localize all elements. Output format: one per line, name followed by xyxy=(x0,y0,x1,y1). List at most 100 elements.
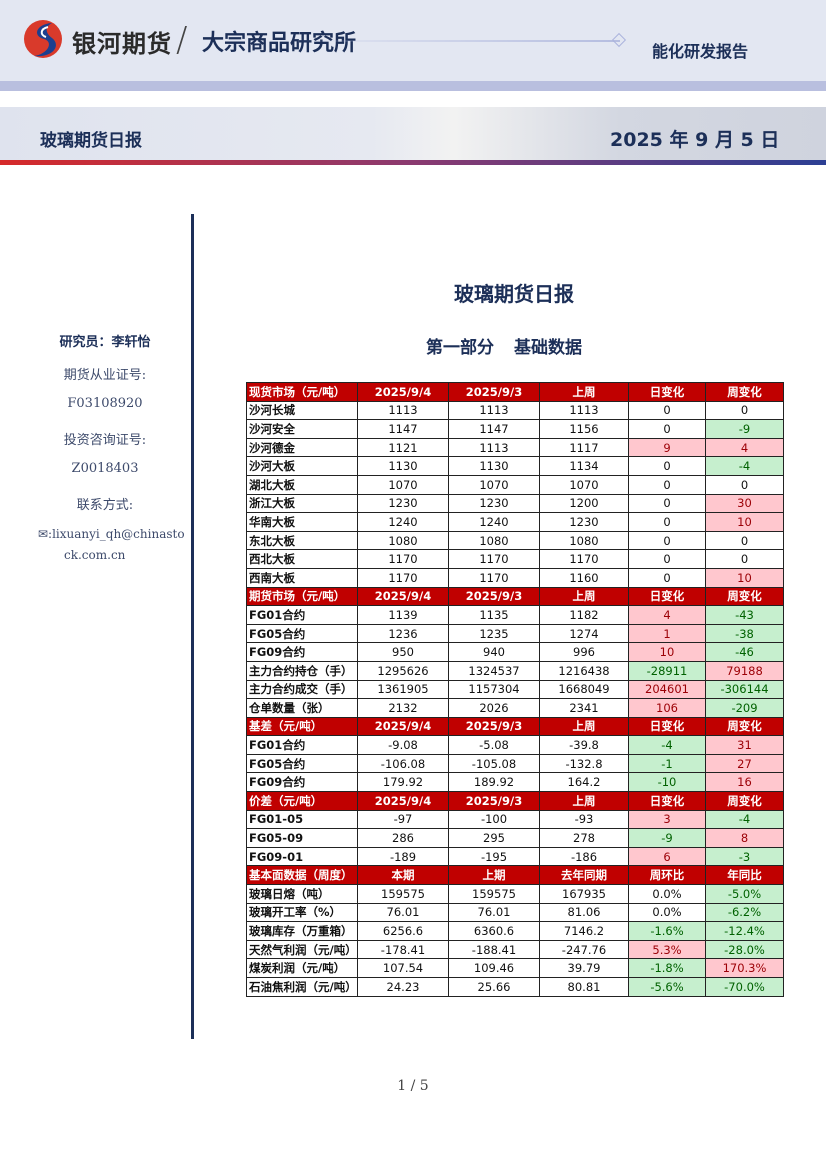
table-row: 沙河德金 1121 1113 1117 9 4 xyxy=(246,437,784,458)
value-cell: 0 xyxy=(628,530,706,551)
table-row: FG09合约 179.92 189.92 164.2 -10 16 xyxy=(246,772,784,793)
value-cell: 1240 xyxy=(448,512,540,532)
contact-label: 联系方式: xyxy=(76,498,134,513)
value-cell: 76.01 xyxy=(448,902,540,923)
header-cell: 2025/9/4 xyxy=(357,791,449,811)
value-cell: 940 xyxy=(448,642,540,662)
galaxy-futures-logo-icon xyxy=(24,20,62,58)
value-cell: -9 xyxy=(628,828,706,848)
value-cell: 0 xyxy=(705,549,784,569)
value-cell: 30 xyxy=(705,493,784,514)
value-cell: -70.0% xyxy=(705,977,784,997)
value-cell: 0 xyxy=(705,400,784,421)
value-cell: 1295626 xyxy=(357,660,449,681)
section-header-row: 基差（元/吨） 2025/9/4 2025/9/3 上周 日变化 周变化 xyxy=(246,716,784,737)
header-cell: 上周 xyxy=(539,791,629,811)
value-cell: 0.0% xyxy=(628,902,706,923)
row-label: 玻璃开工率（%） xyxy=(246,902,358,923)
row-label: FG05合约 xyxy=(246,623,358,644)
value-cell: 4 xyxy=(705,437,784,458)
value-cell: -105.08 xyxy=(448,753,540,774)
header-cell: 周变化 xyxy=(705,382,784,402)
value-cell: -178.41 xyxy=(357,939,449,960)
section-part-title: 基础数据 xyxy=(514,338,582,358)
row-label: FG09合约 xyxy=(246,772,358,793)
value-cell: 0 xyxy=(628,419,706,439)
value-cell: 1200 xyxy=(539,493,629,514)
value-cell: 1668049 xyxy=(539,679,629,700)
value-cell: 76.01 xyxy=(357,902,449,923)
value-cell: 16 xyxy=(705,772,784,793)
value-cell: 1113 xyxy=(448,400,540,421)
value-cell: 164.2 xyxy=(539,772,629,793)
invest-cert: Z0018403 xyxy=(71,461,139,476)
section-header-row: 期货市场（元/吨） 2025/9/4 2025/9/3 上周 日变化 周变化 xyxy=(246,586,784,607)
researcher: 研究员：李轩怡 xyxy=(59,335,151,350)
report-date: 2025 年 9 月 5 日 xyxy=(610,129,780,151)
row-label: 沙河德金 xyxy=(246,437,358,458)
value-cell: 10 xyxy=(705,512,784,532)
value-cell: 5.3% xyxy=(628,939,706,960)
table-row: 天然气利润（元/吨） -178.41 -188.41 -247.76 5.3% -28.0… xyxy=(246,939,784,960)
value-cell: -106.08 xyxy=(357,753,449,774)
value-cell: -10 xyxy=(628,772,706,793)
institute-name: 大宗商品研究所 xyxy=(202,31,357,56)
table-row: 玻璃开工率（%） 76.01 76.01 81.06 0.0% -6.2% xyxy=(246,902,784,923)
value-cell: 1139 xyxy=(357,605,449,625)
value-cell: 1230 xyxy=(448,493,540,514)
header-cell: 2025/9/3 xyxy=(448,791,540,811)
table-row: FG05合约 1236 1235 1274 1 -38 xyxy=(246,623,784,644)
row-label: 石油焦利润（元/吨） xyxy=(246,977,358,997)
header-cell: 年同比 xyxy=(705,865,784,886)
header-cell: 日变化 xyxy=(628,586,706,607)
row-label: FG05-09 xyxy=(246,828,358,848)
row-label: 西南大板 xyxy=(246,567,358,588)
header-cell: 周变化 xyxy=(705,586,784,607)
value-cell: 1 xyxy=(628,623,706,644)
value-cell: 1361905 xyxy=(357,679,449,700)
brand-name: 银河期货 xyxy=(72,30,172,58)
value-cell: 0 xyxy=(628,549,706,569)
value-cell: 1324537 xyxy=(448,660,540,681)
gradient-divider xyxy=(0,160,826,165)
header-cell: 2025/9/4 xyxy=(357,382,449,402)
value-cell: 1160 xyxy=(539,567,629,588)
report-name: 玻璃期货日报 xyxy=(40,131,142,151)
basic-data-table: 现货市场（元/吨） 2025/9/4 2025/9/3 上周 日变化 周变化 沙河长城 111… xyxy=(246,382,784,997)
email-link-cont[interactable]: ck.com.cn xyxy=(64,548,126,562)
value-cell: 1216438 xyxy=(539,660,629,681)
value-cell: 1170 xyxy=(539,549,629,569)
value-cell: 1240 xyxy=(357,512,449,532)
value-cell: 159575 xyxy=(448,884,540,904)
row-label: 华南大板 xyxy=(246,512,358,532)
value-cell: -195 xyxy=(448,846,540,867)
title-band xyxy=(0,107,826,162)
value-cell: -5.6% xyxy=(628,977,706,997)
brand-separator: / xyxy=(176,20,188,60)
value-cell: 6360.6 xyxy=(448,921,540,941)
header-cell: 现货市场（元/吨） xyxy=(246,382,358,402)
page-number: 1 / 5 xyxy=(397,1078,429,1094)
value-cell: -28911 xyxy=(628,660,706,681)
value-cell: 27 xyxy=(705,753,784,774)
value-cell: 9 xyxy=(628,437,706,458)
value-cell: -306144 xyxy=(705,679,784,700)
value-cell: 0 xyxy=(705,474,784,495)
value-cell: -28.0% xyxy=(705,939,784,960)
value-cell: 1113 xyxy=(539,400,629,421)
value-cell: 1147 xyxy=(448,419,540,439)
header-cell: 日变化 xyxy=(628,382,706,402)
table-row: 华南大板 1240 1240 1230 0 10 xyxy=(246,512,784,532)
value-cell: -188.41 xyxy=(448,939,540,960)
value-cell: 1235 xyxy=(448,623,540,644)
header-cell: 2025/9/3 xyxy=(448,716,540,737)
email-link[interactable]: ✉:lixuanyi_qh@chinasto xyxy=(38,527,185,541)
value-cell: 295 xyxy=(448,828,540,848)
value-cell: 1080 xyxy=(448,530,540,551)
header-stripe xyxy=(0,81,826,91)
value-cell: -46 xyxy=(705,642,784,662)
section-header-row: 现货市场（元/吨） 2025/9/4 2025/9/3 上周 日变化 周变化 xyxy=(246,382,784,402)
table-row: 玻璃库存（万重箱） 6256.6 6360.6 7146.2 -1.6% -12.4% xyxy=(246,921,784,941)
row-label: 主力合约持仓（手） xyxy=(246,660,358,681)
header-cell: 基本面数据（周度） xyxy=(246,865,358,886)
